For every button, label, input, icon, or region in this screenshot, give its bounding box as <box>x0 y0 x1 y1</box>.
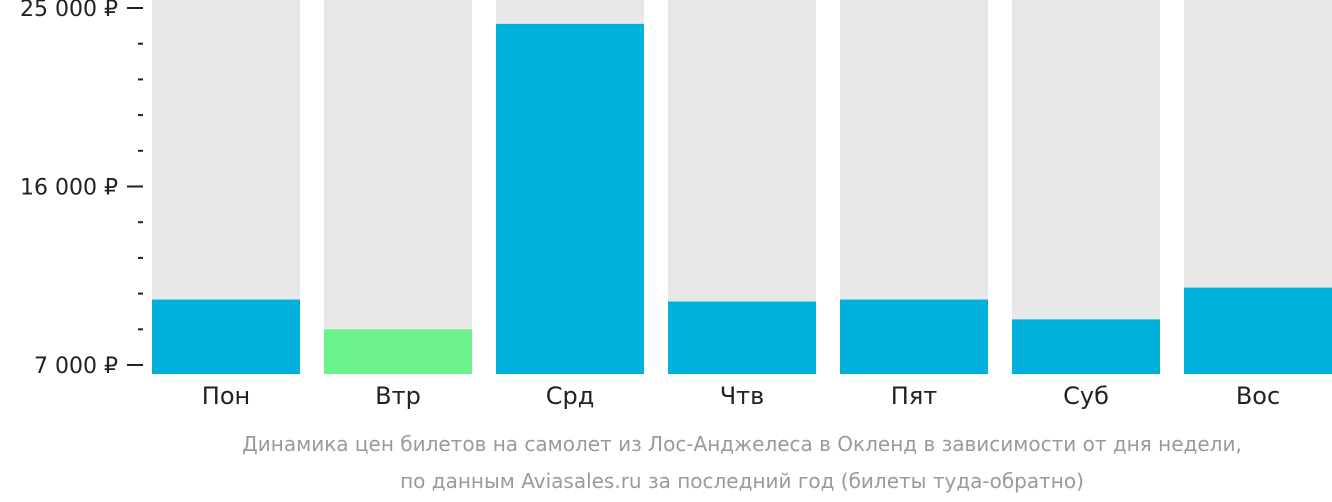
bar-4[interactable] <box>668 301 816 374</box>
bar-1[interactable] <box>152 299 300 374</box>
y-axis: 25 000 ₽ 16 000 ₽ 7 000 ₽ <box>20 0 143 379</box>
x-tick-label: Пят <box>891 382 937 410</box>
bar-background <box>1012 0 1160 374</box>
y-tick-label: 16 000 ₽ <box>20 176 118 201</box>
bar-3[interactable] <box>496 23 644 374</box>
chart-caption-line2: по данным Aviasales.ru за последний год … <box>400 469 1084 493</box>
bar-5[interactable] <box>840 299 988 374</box>
bar-columns <box>152 0 1332 374</box>
bar-7[interactable] <box>1184 287 1332 374</box>
x-tick-label: Пон <box>202 382 250 410</box>
y-tick-label: 7 000 ₽ <box>34 354 118 379</box>
bar-6[interactable] <box>1012 319 1160 374</box>
x-tick-label: Вос <box>1236 382 1280 410</box>
bar-background <box>324 0 472 374</box>
x-axis-labels: Пон Втр Срд Чтв Пят Суб Вос <box>202 382 1280 410</box>
bar-2[interactable] <box>324 329 472 374</box>
x-tick-label: Срд <box>546 382 595 410</box>
x-tick-label: Втр <box>375 382 421 410</box>
y-tick-label: 25 000 ₽ <box>20 0 118 22</box>
x-tick-label: Чтв <box>720 382 765 410</box>
x-tick-label: Суб <box>1063 382 1109 410</box>
chart-caption-line1: Динамика цен билетов на самолет из Лос-А… <box>242 432 1242 456</box>
